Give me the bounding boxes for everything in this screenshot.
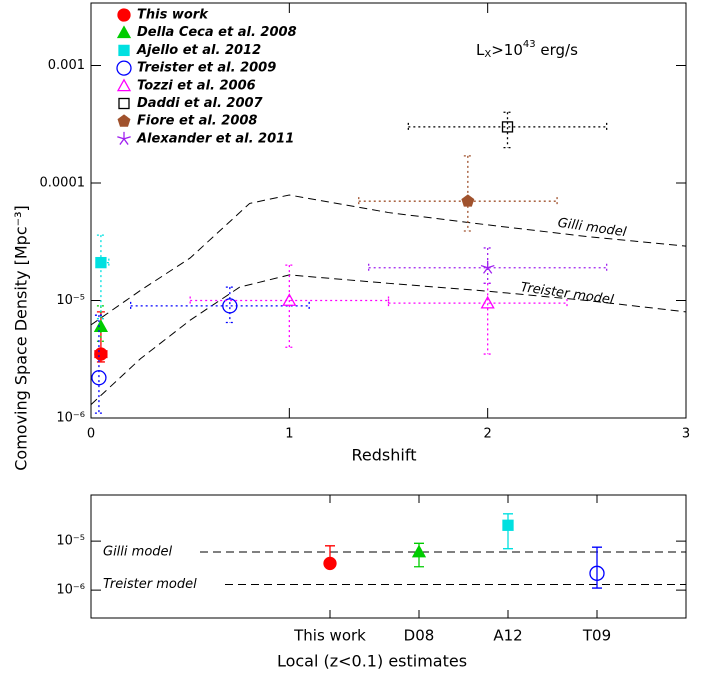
legend-marker — [118, 44, 130, 57]
legend-label: This work — [137, 8, 209, 23]
bottom-frame — [90, 494, 687, 619]
marker — [95, 256, 107, 269]
x-tick-label: 2 — [484, 427, 492, 442]
x-error-bar — [407, 122, 608, 131]
annotation-part: X — [484, 49, 491, 60]
y-tick-label: 0.0001 — [40, 175, 86, 190]
x-error-bar — [130, 301, 310, 310]
legend-label: Tozzi et al. 2006 — [137, 78, 256, 93]
legend-label: Alexander et al. 2011 — [136, 131, 294, 146]
y-axis-label: Comoving Space Density [Mpc⁻³] — [12, 205, 31, 471]
x-tick-label: A12 — [493, 627, 522, 645]
legend-marker — [117, 131, 131, 145]
marker — [222, 298, 238, 314]
x-error-bar — [358, 197, 558, 206]
y-error-bar — [96, 234, 105, 320]
marker — [501, 121, 514, 133]
y-tick-label: 0.001 — [48, 58, 85, 73]
y-error-bar — [463, 155, 472, 232]
y-tick-label: 10⁻⁵ — [56, 293, 85, 308]
y-tick-label: 10⁻⁵ — [56, 534, 85, 549]
marker — [91, 370, 107, 386]
legend-label: Treister et al. 2009 — [137, 61, 276, 76]
legend-marker — [117, 114, 131, 127]
y-error-bar — [483, 282, 492, 355]
annotation-part: >10 — [491, 41, 523, 59]
annotation-part: L — [476, 41, 485, 59]
x-error-bar — [387, 299, 568, 308]
model-label: Treister model — [520, 280, 615, 308]
marker — [411, 544, 427, 558]
x-tick-label: 1 — [285, 427, 293, 442]
x-axis-label: Redshift — [352, 446, 417, 465]
legend-label: Ajello et al. 2012 — [136, 43, 261, 58]
legend-marker — [116, 60, 132, 76]
y-tick-label: 10⁻⁶ — [56, 411, 85, 426]
annotation: LX>1043 erg/s — [476, 39, 578, 60]
legend-label: Fiore et al. 2008 — [137, 114, 257, 129]
legend-label: Daddi et al. 2007 — [137, 96, 264, 111]
top-frame — [90, 2, 687, 419]
bottom-x-axis-label: Local (z<0.1) estimates — [277, 652, 467, 671]
y-error-bar — [503, 513, 513, 550]
y-error-bar — [483, 247, 492, 284]
y-tick-label: 10⁻⁶ — [56, 583, 85, 598]
y-error-bar — [285, 264, 294, 348]
marker — [480, 295, 495, 309]
y-error-bar — [503, 111, 512, 149]
legend-marker — [116, 25, 132, 39]
y-error-bar — [592, 546, 602, 589]
marker — [480, 260, 495, 274]
x-tick-label: D08 — [404, 627, 435, 645]
x-tick-label: T09 — [582, 627, 611, 645]
legend-marker — [117, 8, 131, 22]
x-error-bar — [368, 263, 608, 272]
model-label: Gilli model — [103, 544, 173, 559]
marker — [94, 347, 108, 361]
model-label: Treister model — [103, 577, 197, 592]
model-line — [90, 194, 687, 326]
legend-marker — [118, 97, 130, 110]
marker — [502, 519, 514, 531]
legend-marker — [116, 78, 132, 92]
marker — [323, 556, 337, 571]
marker — [461, 194, 475, 207]
annotation-part: erg/s — [536, 41, 578, 59]
marker — [93, 319, 109, 333]
y-error-bar — [94, 314, 103, 414]
x-tick-label: This work — [293, 627, 366, 645]
x-tick-label: 0 — [87, 427, 95, 442]
marker — [589, 565, 605, 581]
marker — [282, 293, 297, 306]
annotation-part: 43 — [523, 39, 536, 50]
y-error-bar — [225, 286, 234, 324]
model-line — [90, 274, 687, 405]
x-tick-label: 3 — [682, 427, 690, 442]
legend-label: Della Ceca et al. 2008 — [137, 25, 297, 40]
